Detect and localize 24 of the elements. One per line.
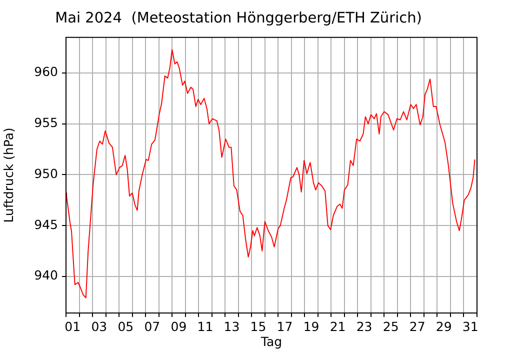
x-tick-label: 23	[356, 318, 372, 334]
x-tick-label: 19	[303, 318, 320, 334]
y-tick-label: 945	[34, 216, 58, 232]
x-tick-label: 03	[91, 318, 108, 334]
x-tick-label: 15	[250, 318, 266, 334]
y-tick-label: 950	[34, 166, 58, 181]
x-tick-label: 07	[144, 318, 160, 334]
y-tick-label: 960	[34, 64, 58, 80]
y-tick-label: 955	[34, 115, 58, 130]
x-tick-label: 25	[382, 318, 399, 334]
x-axis-title: Tag	[260, 334, 282, 349]
x-tick-label: 27	[409, 318, 426, 334]
x-tick-label: 11	[197, 318, 214, 334]
x-tick-label: 05	[118, 318, 134, 334]
y-axis-title: Luftdruck (hPa)	[0, 128, 16, 223]
x-tick-label: 13	[224, 318, 240, 334]
x-tick-label: 21	[330, 318, 346, 334]
x-tick-label: 31	[462, 318, 478, 334]
x-tick-label: 09	[170, 318, 187, 334]
chart-title: Mai 2024 (Meteostation Hönggerberg/ETH Zürich)	[55, 10, 422, 26]
x-tick-label: 29	[436, 318, 452, 334]
x-tick-label: 01	[64, 318, 81, 334]
y-tick-label: 940	[34, 268, 58, 283]
x-tick-label: 17	[276, 318, 293, 334]
